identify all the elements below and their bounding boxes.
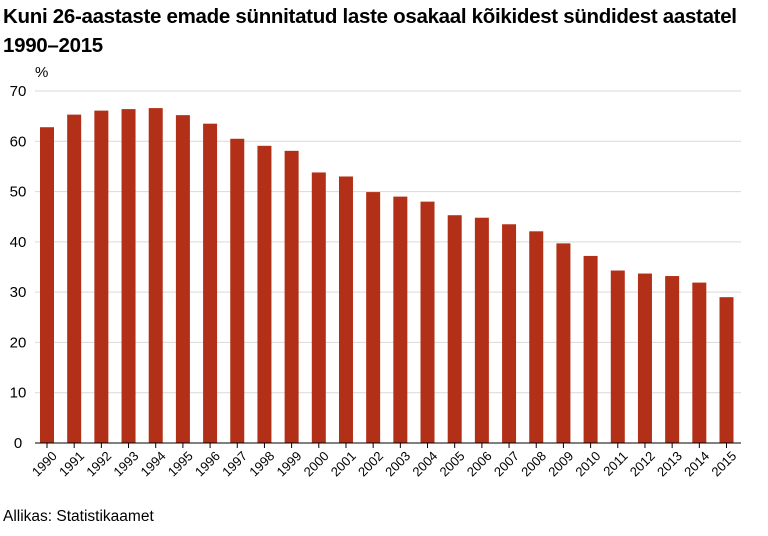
bar-2011 — [610, 270, 625, 443]
bar-1995 — [175, 115, 190, 443]
x-tick-label: 2002 — [355, 448, 386, 479]
y-tick-label: 40 — [10, 234, 27, 251]
bar-1999 — [284, 150, 299, 443]
x-tick-label: 2010 — [572, 448, 603, 479]
x-tick-label: 2000 — [301, 448, 332, 479]
bar-2000 — [311, 172, 326, 443]
gridlines — [35, 90, 741, 394]
x-tick-label: 1998 — [246, 448, 277, 479]
chart-title: Kuni 26-aastaste emade sünnitatud laste … — [3, 5, 737, 57]
x-tick-label: 1995 — [165, 448, 196, 479]
x-tick-label: 1997 — [219, 448, 250, 479]
source-note: Allikas: Statistikaamet — [3, 508, 154, 525]
x-tick-label: 2001 — [328, 448, 359, 479]
bar-1992 — [94, 110, 109, 444]
x-tick-label: 1999 — [273, 448, 304, 479]
bar-1996 — [203, 123, 218, 443]
bar-2006 — [474, 217, 489, 443]
bar-2014 — [692, 282, 707, 443]
x-tick-label: 2014 — [681, 448, 712, 479]
y-axis-unit: % — [35, 64, 49, 81]
x-tick-label: 1991 — [56, 448, 87, 479]
y-tick-label: 50 — [10, 184, 27, 201]
bar-2010 — [583, 255, 598, 443]
x-axis-ticks: 1990199119921993199419951996199719981999… — [29, 443, 739, 479]
y-tick-label: 0 — [14, 435, 22, 452]
bar-1997 — [230, 138, 245, 443]
x-tick-label: 2007 — [491, 448, 522, 479]
y-tick-label: 10 — [10, 385, 27, 402]
bar-2008 — [529, 231, 544, 443]
bar-2013 — [665, 276, 680, 443]
y-axis-ticks: 0 10 20 30 40 50 60 70 — [10, 83, 27, 452]
x-tick-label: 2006 — [464, 448, 495, 479]
x-tick-label: 2012 — [627, 448, 658, 479]
bar-1991 — [67, 114, 82, 443]
x-tick-label: 2008 — [518, 448, 549, 479]
bars — [40, 108, 734, 444]
x-tick-label: 2005 — [437, 448, 468, 479]
y-tick-label: 20 — [10, 334, 27, 351]
x-tick-label: 1990 — [29, 448, 60, 479]
y-tick-label: 30 — [10, 284, 27, 301]
x-tick-label: 2009 — [545, 448, 576, 479]
bar-2015 — [719, 297, 734, 443]
x-tick-label: 1994 — [138, 448, 169, 479]
bar-2003 — [393, 196, 408, 443]
bar-1994 — [148, 108, 163, 443]
bar-2005 — [447, 215, 462, 443]
bar-2001 — [338, 176, 353, 444]
bar-2007 — [502, 224, 517, 443]
y-tick-label: 60 — [10, 133, 27, 150]
bar-1993 — [121, 109, 136, 443]
bar-2009 — [556, 243, 571, 443]
bar-2012 — [637, 273, 652, 443]
bar-2004 — [420, 201, 435, 443]
x-tick-label: 2013 — [654, 448, 685, 479]
bar-chart: 0 10 20 30 40 50 60 70 199019911992199319941995… — [10, 83, 741, 479]
x-tick-label: 2015 — [708, 448, 739, 479]
bar-1990 — [40, 127, 54, 444]
x-tick-label: 2003 — [382, 448, 413, 479]
x-tick-label: 2011 — [600, 448, 630, 478]
bar-2002 — [366, 192, 381, 443]
x-tick-label: 1996 — [192, 448, 223, 479]
x-tick-label: 2004 — [409, 448, 440, 479]
bar-1998 — [257, 145, 272, 443]
y-tick-label: 70 — [10, 83, 27, 100]
x-tick-label: 1993 — [110, 448, 141, 479]
x-tick-label: 1992 — [83, 448, 114, 479]
